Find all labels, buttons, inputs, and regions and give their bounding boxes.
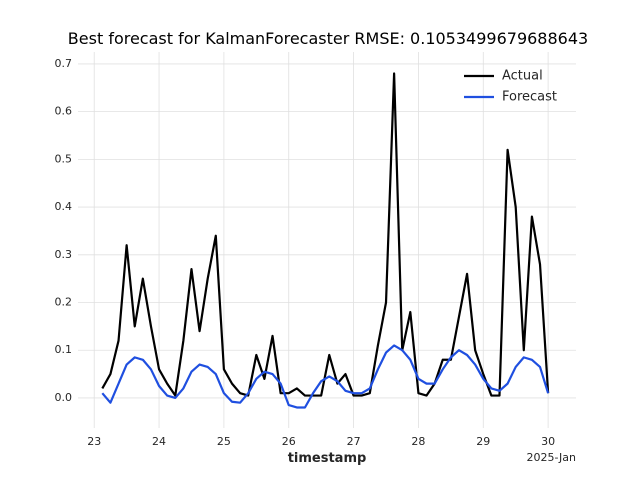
x-tick-label: 28 <box>411 435 425 448</box>
x-axis-label: timestamp <box>288 451 367 466</box>
chart-title: Best forecast for KalmanForecaster RMSE:… <box>68 29 588 48</box>
legend-label: Actual <box>502 69 543 84</box>
y-tick-label: 0.1 <box>55 343 73 356</box>
y-tick-label: 0.6 <box>55 105 73 118</box>
x-tick-label: 25 <box>217 435 231 448</box>
x-tick-label: 26 <box>282 435 296 448</box>
y-tick-label: 0.2 <box>55 296 73 309</box>
line-series <box>101 344 550 409</box>
x-tick-label: 30 <box>541 435 555 448</box>
x-tick-label: 29 <box>476 435 490 448</box>
y-tick-label: 0.0 <box>55 391 73 404</box>
legend-label: Forecast <box>502 90 557 105</box>
y-tick-label: 0.7 <box>55 57 73 70</box>
y-tick-label: 0.3 <box>55 248 73 261</box>
line-series <box>101 72 550 397</box>
axis-offset-label: 2025-Jan <box>526 451 576 464</box>
x-tick-label: 23 <box>87 435 101 448</box>
y-tick-label: 0.5 <box>55 152 73 165</box>
y-tick-label: 0.4 <box>55 200 73 213</box>
x-tick-label: 24 <box>152 435 166 448</box>
x-tick-label: 27 <box>347 435 361 448</box>
